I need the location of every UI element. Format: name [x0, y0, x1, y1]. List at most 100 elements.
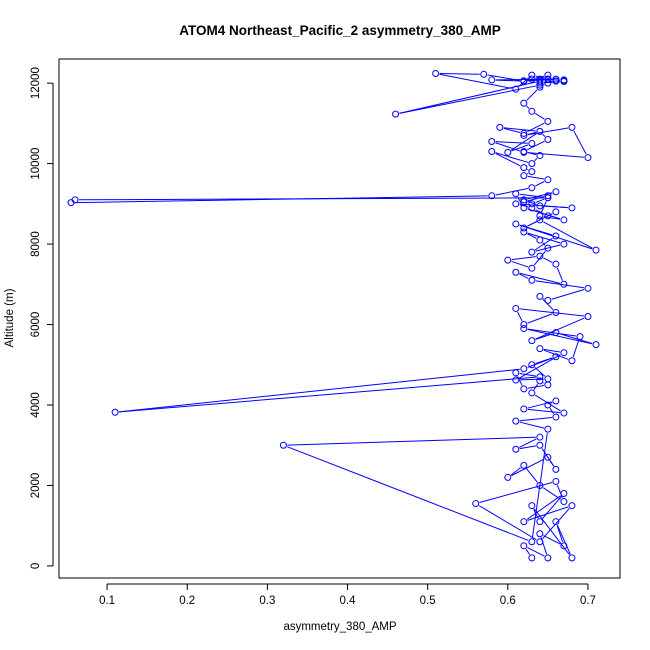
- series-segment: [559, 333, 593, 344]
- data-point: [560, 77, 568, 85]
- series-segment: [119, 368, 520, 413]
- series-segment: [542, 508, 570, 540]
- data-point: [536, 518, 544, 526]
- series-segment: [495, 152, 521, 167]
- data-point: [560, 498, 568, 506]
- data-point: [512, 369, 520, 377]
- series-segment: [527, 175, 545, 180]
- x-axis-label: asymmetry_380_AMP: [283, 621, 396, 633]
- data-point: [568, 123, 576, 131]
- data-point: [552, 477, 560, 485]
- data-point: [552, 77, 560, 85]
- data-point: [512, 85, 520, 93]
- series-segment: [527, 122, 545, 133]
- data-point: [560, 490, 568, 498]
- y-axis-label: Altitude (m): [4, 288, 16, 347]
- data-point: [536, 530, 544, 538]
- series-segment: [534, 394, 561, 412]
- series-segment: [543, 349, 569, 360]
- data-point: [528, 264, 536, 272]
- series-segment: [518, 77, 530, 87]
- data-point: [584, 284, 592, 292]
- series-segment: [542, 496, 562, 519]
- data-point: [552, 308, 560, 316]
- data-point: [512, 304, 520, 312]
- data-point: [592, 341, 600, 349]
- data-point: [520, 99, 528, 107]
- y-tick-label: 6000: [30, 312, 42, 338]
- data-point: [520, 172, 528, 180]
- data-point: [520, 224, 528, 232]
- series-segment: [478, 505, 537, 541]
- data-point: [528, 389, 536, 397]
- data-point: [520, 129, 528, 137]
- series-segment: [556, 525, 564, 543]
- series-segment: [519, 445, 536, 450]
- series-segment: [543, 205, 568, 209]
- data-point: [544, 71, 552, 79]
- data-point: [528, 337, 536, 345]
- series-segment: [535, 333, 553, 340]
- data-point: [536, 292, 544, 300]
- data-point: [520, 204, 528, 212]
- data-point: [536, 377, 544, 385]
- series-segment: [511, 144, 529, 152]
- series-segment: [119, 376, 536, 413]
- series-segment: [519, 378, 544, 381]
- data-point: [512, 200, 520, 208]
- data-point: [279, 441, 287, 449]
- data-point: [488, 76, 496, 84]
- series-segment: [543, 216, 561, 220]
- data-point: [504, 148, 512, 156]
- series-segment: [549, 408, 555, 415]
- data-point: [528, 184, 536, 192]
- data-point: [568, 502, 576, 510]
- data-point: [520, 542, 528, 550]
- data-point: [528, 75, 536, 83]
- y-tick-label: 8000: [30, 231, 42, 257]
- data-point: [528, 361, 536, 369]
- series-segment: [534, 113, 545, 120]
- series-segment: [439, 73, 480, 75]
- data-point: [480, 70, 488, 78]
- data-point: [528, 204, 536, 212]
- series-segment: [519, 438, 537, 448]
- series-segment: [573, 130, 587, 155]
- y-tick-label: 4000: [30, 392, 42, 418]
- data-point: [520, 405, 528, 413]
- series-segment: [439, 73, 512, 89]
- series-segment: [542, 487, 561, 500]
- data-point: [512, 190, 520, 198]
- data-point: [496, 123, 504, 131]
- data-point: [520, 77, 528, 85]
- data-point: [528, 554, 536, 562]
- series-segment: [556, 267, 563, 281]
- series-segment: [503, 127, 521, 133]
- x-tick-label: 0.2: [179, 595, 195, 607]
- data-point: [552, 232, 560, 240]
- data-point: [552, 413, 560, 421]
- data-point: [552, 465, 560, 473]
- x-tick-label: 0.1: [99, 595, 115, 607]
- data-point: [536, 127, 544, 135]
- data-point: [520, 321, 528, 329]
- series-segment: [535, 280, 585, 289]
- series-segment: [519, 272, 561, 284]
- data-point: [552, 260, 560, 268]
- series-segment: [527, 328, 593, 345]
- data-point: [520, 196, 528, 204]
- y-axis: 0 2000 4000 6000 8000 10000 12000: [30, 67, 54, 569]
- series-segment: [287, 436, 536, 446]
- series-segment: [495, 188, 529, 196]
- plot-frame: [58, 58, 621, 579]
- data-point: [520, 385, 528, 393]
- data-point: [544, 554, 552, 562]
- data-point: [536, 79, 544, 87]
- series-segment: [495, 152, 529, 163]
- series-segment: [519, 273, 529, 279]
- series-segment: [535, 317, 585, 340]
- series-segment: [525, 468, 538, 483]
- series-segment: [75, 195, 488, 204]
- data-point: [520, 148, 528, 156]
- series-segment: [551, 289, 585, 300]
